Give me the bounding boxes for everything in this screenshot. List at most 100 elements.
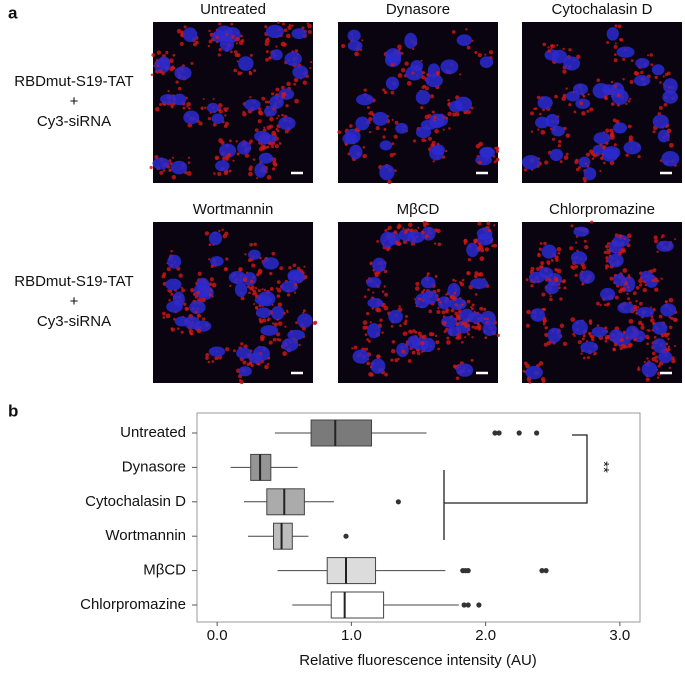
signal: [668, 86, 671, 89]
signal: [613, 44, 618, 49]
nucleus: [234, 282, 248, 298]
nucleus: [470, 278, 488, 290]
row-label: +: [70, 93, 79, 110]
signal: [614, 295, 619, 300]
nucleus: [456, 363, 474, 377]
signal: [281, 113, 284, 117]
nucleus: [244, 99, 261, 111]
nucleus: [367, 297, 384, 308]
signal: [383, 269, 388, 274]
signal: [372, 291, 375, 294]
signal: [353, 345, 358, 350]
panel-label: b: [8, 401, 18, 420]
nucleus: [189, 300, 206, 315]
signal: [277, 114, 280, 117]
signal: [439, 301, 442, 304]
nucleus: [466, 242, 479, 258]
signal: [251, 263, 256, 268]
signal: [600, 156, 604, 161]
signal: [156, 71, 159, 74]
signal: [165, 50, 169, 55]
signal: [538, 247, 542, 251]
signal: [470, 358, 474, 362]
signal: [161, 71, 165, 76]
signal: [162, 272, 167, 276]
signal: [540, 261, 545, 266]
signal: [275, 117, 279, 120]
signal: [417, 331, 422, 336]
nucleus: [663, 78, 678, 94]
signal: [451, 30, 456, 34]
signal: [454, 279, 457, 282]
signal: [171, 175, 177, 180]
signal: [649, 53, 653, 57]
nucleus: [248, 352, 263, 364]
signal: [614, 42, 617, 45]
nucleus: [347, 40, 363, 51]
nucleus: [287, 270, 305, 284]
signal: [559, 160, 563, 164]
signal: [574, 273, 578, 277]
nucleus: [206, 102, 219, 113]
panel-label: a: [8, 3, 18, 22]
signal: [622, 57, 626, 61]
signal: [393, 230, 398, 234]
signal: [253, 242, 257, 247]
nucleus: [415, 90, 431, 105]
row-label: RBDmut-S19-TAT: [14, 273, 133, 290]
signal: [569, 246, 574, 251]
signal: [286, 81, 291, 87]
signal: [264, 100, 268, 104]
signal: [464, 111, 467, 114]
category-label: MβCD: [143, 562, 186, 579]
signal: [420, 341, 425, 346]
signal: [293, 77, 299, 83]
nucleus: [440, 59, 459, 75]
nucleus: [525, 365, 543, 380]
signal: [627, 99, 631, 103]
image-title: Dynasore: [386, 1, 450, 18]
nucleus: [395, 122, 408, 134]
nucleus: [622, 276, 636, 293]
nucleus: [640, 270, 653, 282]
signal: [620, 343, 626, 349]
signal: [414, 286, 420, 291]
nucleus: [196, 277, 210, 292]
signal: [264, 25, 268, 29]
signal: [150, 73, 154, 77]
signal: [269, 271, 273, 276]
signal: [604, 264, 610, 269]
signal: [209, 111, 212, 114]
signal: [581, 337, 585, 341]
signal: [261, 288, 264, 291]
signal: [623, 237, 626, 240]
signal: [415, 281, 420, 286]
signal: [609, 128, 614, 133]
signal: [538, 361, 544, 366]
signal: [368, 131, 372, 134]
signal: [417, 226, 420, 229]
signal: [444, 149, 448, 153]
nucleus: [372, 111, 389, 126]
signal: [232, 349, 236, 353]
signal: [281, 22, 285, 26]
signal: [308, 30, 312, 34]
signal: [471, 307, 474, 311]
signal: [622, 77, 625, 81]
signal: [309, 66, 312, 69]
signal: [637, 366, 640, 369]
nucleus: [410, 60, 424, 72]
signal: [207, 117, 211, 121]
signal: [422, 334, 427, 340]
signal: [582, 334, 586, 338]
nucleus: [541, 244, 557, 259]
signal: [638, 278, 643, 284]
nucleus: [236, 347, 252, 359]
signal: [222, 233, 228, 239]
signal: [423, 288, 426, 291]
signal: [364, 333, 368, 336]
signal: [190, 288, 195, 293]
signal: [369, 365, 373, 369]
signal: [376, 308, 382, 313]
nucleus: [544, 282, 559, 295]
